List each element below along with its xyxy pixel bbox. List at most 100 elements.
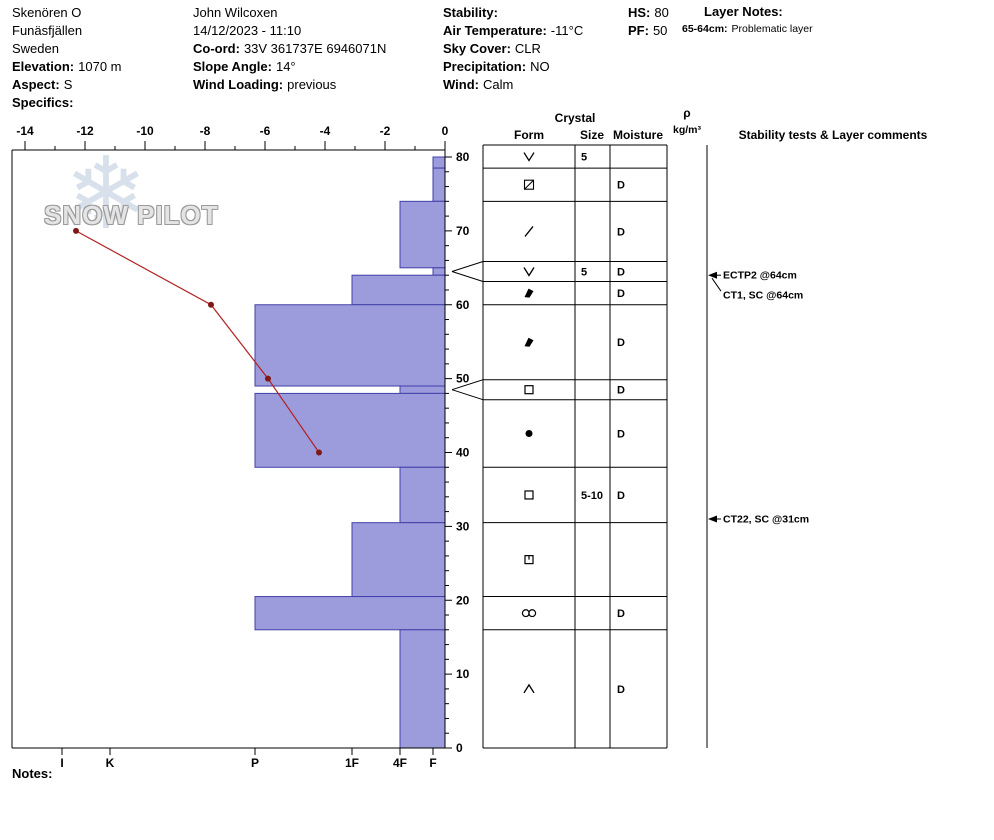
observation-datetime: 14/12/2023 - 11:10 bbox=[193, 23, 302, 38]
temp-axis-label: -8 bbox=[200, 124, 211, 138]
grain-form-icon-square-tick bbox=[524, 555, 534, 565]
hs-label: HS: bbox=[628, 5, 651, 20]
stability-line: Stability: bbox=[443, 4, 583, 22]
observer-name: John Wilcoxen bbox=[193, 5, 278, 20]
temp-axis-label: 0 bbox=[442, 124, 449, 138]
notes-label: Notes: bbox=[12, 766, 53, 781]
hardness-axis-label: 4F bbox=[393, 756, 407, 770]
moisture-value: D bbox=[617, 267, 625, 279]
grain-form-icon-v-shape bbox=[523, 267, 535, 277]
moisture-value: D bbox=[617, 385, 625, 397]
hardness-bar bbox=[399, 200, 446, 269]
wind-line: Wind: Calm bbox=[443, 76, 583, 94]
stability-test-annotation: CT22, SC @31cm bbox=[723, 513, 809, 525]
grain-form-icon-caret bbox=[523, 683, 535, 694]
thin-layer-wedge bbox=[451, 271, 484, 282]
stability-label: Stability: bbox=[443, 5, 498, 20]
layer-notes-title: Layer Notes: bbox=[704, 4, 783, 19]
hardness-bar bbox=[351, 522, 446, 598]
depth-axis-label: 80 bbox=[456, 150, 470, 164]
pf-line: PF: 50 bbox=[628, 22, 669, 40]
crystal-header: Crystal bbox=[555, 111, 596, 125]
pf-value: 50 bbox=[652, 23, 668, 38]
hardness-axis-label: K bbox=[106, 756, 115, 770]
moisture-value: D bbox=[617, 684, 625, 696]
hardness-bar bbox=[399, 466, 446, 524]
grain-form-icon-square-slash bbox=[523, 179, 535, 190]
moisture-value: D bbox=[617, 337, 625, 349]
precipitation-value: NO bbox=[530, 59, 550, 74]
snowflake-icon: ❄ bbox=[64, 135, 148, 252]
location-block: Skenören O Funäsfjällen Sweden Elevation… bbox=[12, 4, 122, 112]
layer-note: 65-64cm: Problematic layer bbox=[682, 23, 813, 35]
thin-layer-wedge bbox=[451, 379, 484, 391]
moisture-value: D bbox=[617, 180, 625, 192]
depth-axis-label: 70 bbox=[456, 224, 470, 238]
depth-axis-label: 50 bbox=[456, 372, 470, 386]
sky-cover-line: Sky Cover: CLR bbox=[443, 40, 583, 58]
wind-label: Wind: bbox=[443, 77, 479, 92]
moisture-value: D bbox=[617, 428, 625, 440]
site-name: Skenören O bbox=[12, 5, 82, 20]
temp-axis-label: -10 bbox=[136, 124, 154, 138]
air-temp-value: -11°C bbox=[550, 23, 584, 38]
thin-layer-wedge bbox=[451, 261, 484, 272]
arrow-left-icon bbox=[708, 271, 717, 279]
hardness-bar bbox=[432, 156, 446, 169]
aspect-line: Aspect: S bbox=[12, 76, 122, 94]
hardness-bar bbox=[254, 392, 446, 468]
density-unit-header: kg/m³ bbox=[673, 124, 702, 136]
temp-axis-label: -12 bbox=[76, 124, 94, 138]
hardness-bar bbox=[254, 304, 446, 387]
temperature-point bbox=[208, 301, 214, 308]
hs-value: 80 bbox=[654, 5, 669, 20]
wind-loading-line: Wind Loading: previous bbox=[193, 76, 386, 94]
observation-block: John Wilcoxen 14/12/2023 - 11:10 Co-ord:… bbox=[193, 4, 386, 94]
precipitation-line: Precipitation: NO bbox=[443, 58, 583, 76]
air-temp-line: Air Temperature: -11°C bbox=[443, 22, 583, 40]
coordinates-label: Co-ord: bbox=[193, 41, 240, 56]
region-name: Funäsfjällen bbox=[12, 23, 83, 38]
annotation-leader bbox=[711, 277, 722, 292]
hardness-axis-label: I bbox=[60, 756, 63, 770]
grain-form-icon-two-circles bbox=[521, 609, 537, 618]
temp-axis-label: -4 bbox=[320, 124, 331, 138]
precipitation-label: Precipitation: bbox=[443, 59, 527, 74]
depth-axis-label: 40 bbox=[456, 446, 470, 460]
moisture-value: D bbox=[617, 288, 625, 300]
grain-form-icon-slash bbox=[524, 226, 534, 237]
temp-axis-label: -6 bbox=[260, 124, 271, 138]
grain-size-value: 5-10 bbox=[581, 490, 603, 502]
layer-note-depth: 65-64cm: bbox=[682, 23, 728, 35]
hardness-axis-label: P bbox=[251, 756, 259, 770]
elevation-label: Elevation: bbox=[12, 59, 75, 74]
hardness-bar bbox=[399, 629, 446, 749]
moisture-value: D bbox=[617, 608, 625, 620]
elevation-line: Elevation: 1070 m bbox=[12, 58, 122, 76]
hardness-bar bbox=[351, 274, 446, 306]
specifics-label: Specifics: bbox=[12, 95, 74, 110]
pf-label: PF: bbox=[628, 23, 649, 38]
grain-form-icon-square bbox=[524, 385, 534, 395]
wind-loading-value: previous bbox=[287, 77, 337, 92]
density-header: ρ bbox=[683, 106, 690, 120]
watermark-text: SNOW PILOT bbox=[44, 200, 219, 230]
temp-axis-label: -2 bbox=[380, 124, 391, 138]
temperature-line bbox=[75, 230, 320, 453]
coordinates-value: 33V 361737E 6946071N bbox=[243, 41, 387, 56]
coordinates-line: Co-ord: 33V 361737E 6946071N bbox=[193, 40, 386, 58]
temperature-point bbox=[316, 449, 322, 456]
specifics-line: Specifics: bbox=[12, 94, 122, 112]
aspect-value: S bbox=[63, 77, 73, 92]
layer-note-text: Problematic layer bbox=[731, 23, 813, 35]
temperature-point bbox=[265, 375, 271, 382]
form-header: Form bbox=[514, 128, 544, 142]
hardness-bar bbox=[432, 167, 446, 202]
grain-form-icon-v-shape bbox=[523, 152, 535, 162]
stability-test-annotation: ECTP2 @64cm bbox=[723, 270, 797, 282]
moisture-value: D bbox=[617, 226, 625, 238]
sky-cover-value: CLR bbox=[514, 41, 541, 56]
wind-value: Calm bbox=[482, 77, 514, 92]
slope-angle-label: Slope Angle: bbox=[193, 59, 272, 74]
